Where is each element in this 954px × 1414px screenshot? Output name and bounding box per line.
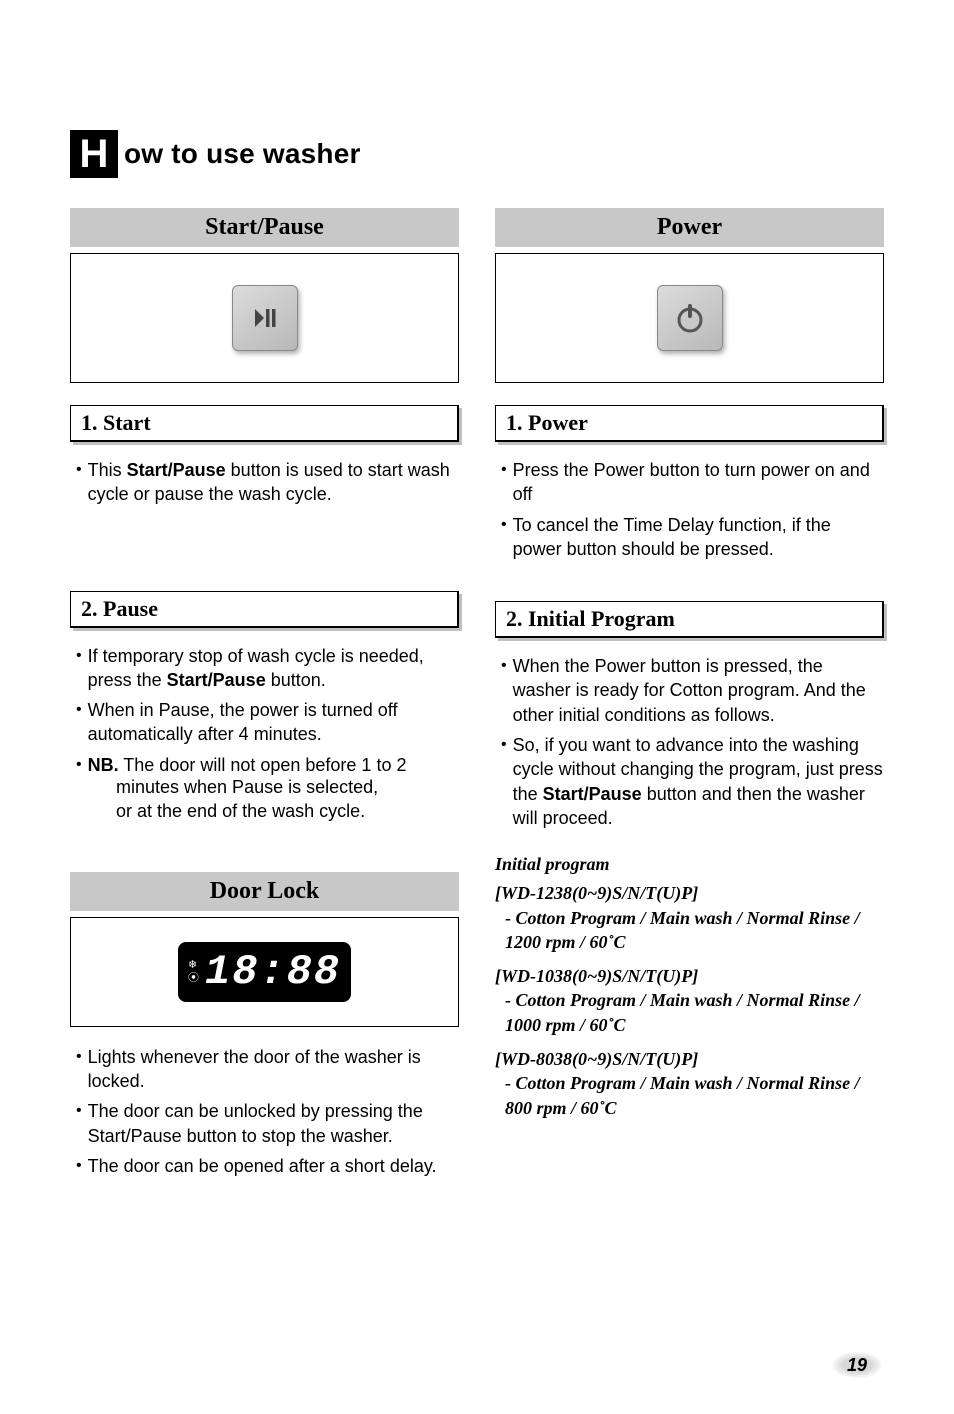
text: minutes when Pause is selected, (76, 775, 459, 799)
start-bullets: This Start/Pause button is used to start… (70, 458, 459, 507)
subheader-initial-program: 2. Initial Program (495, 601, 884, 638)
subheader-pause: 2. Pause (70, 591, 459, 628)
start-pause-button-box (70, 253, 459, 383)
list-item: To cancel the Time Delay function, if th… (501, 513, 884, 562)
section-header-door-lock: Door Lock (70, 872, 459, 911)
text: Press the Power button to turn power on … (513, 458, 884, 507)
text-bold: Start/Pause (543, 784, 642, 804)
lcd-display-box: ❄ ⦿ 18:88 (70, 917, 459, 1027)
door-lock-bullets: Lights whenever the door of the washer i… (70, 1045, 459, 1178)
power-bullets: Press the Power button to turn power on … (495, 458, 884, 561)
start-pause-button[interactable] (232, 285, 298, 351)
text: The door can be unlocked by pressing the… (88, 1099, 459, 1148)
power-icon (673, 301, 707, 335)
model-block: [WD-1238(0~9)S/N/T(U)P] - Cotton Program… (495, 881, 884, 954)
model-code: [WD-1238(0~9)S/N/T(U)P] (495, 881, 884, 905)
nb-continuation: minutes when Pause is selected, or at th… (70, 775, 459, 824)
lock-icon: ⦿ (188, 973, 199, 984)
model-block: [WD-1038(0~9)S/N/T(U)P] - Cotton Program… (495, 964, 884, 1037)
power-button[interactable] (657, 285, 723, 351)
list-item: When in Pause, the power is turned off a… (76, 698, 459, 747)
right-column: Power 1. Power Press the Power button to… (495, 208, 884, 1202)
model-code: [WD-1038(0~9)S/N/T(U)P] (495, 964, 884, 988)
section-header-start-pause: Start/Pause (70, 208, 459, 247)
list-item: Press the Power button to turn power on … (501, 458, 884, 507)
model-block: [WD-8038(0~9)S/N/T(U)P] - Cotton Program… (495, 1047, 884, 1120)
initial-program-bullets: When the Power button is pressed, the wa… (495, 654, 884, 830)
content-columns: Start/Pause 1. Start This Start/Pause bu… (70, 208, 884, 1202)
list-item: Lights whenever the door of the washer i… (76, 1045, 459, 1094)
page-number: 19 (832, 1352, 882, 1378)
model-desc: - Cotton Program / Main wash / Normal Ri… (495, 988, 884, 1037)
text: The door will not open before 1 to 2 (119, 755, 407, 775)
title-text: ow to use washer (124, 138, 361, 170)
pause-bullets: If temporary stop of wash cycle is neede… (70, 644, 459, 777)
initial-program-label: Initial program (495, 854, 884, 875)
title-dropcap: H (70, 130, 118, 178)
model-code: [WD-8038(0~9)S/N/T(U)P] (495, 1047, 884, 1071)
subheader-power: 1. Power (495, 405, 884, 442)
power-button-box (495, 253, 884, 383)
lcd-display: ❄ ⦿ 18:88 (178, 942, 351, 1002)
section-header-power: Power (495, 208, 884, 247)
play-pause-icon (252, 305, 278, 331)
text: Lights whenever the door of the washer i… (88, 1045, 459, 1094)
lcd-readout: 18:88 (205, 948, 341, 996)
list-item: If temporary stop of wash cycle is neede… (76, 644, 459, 693)
text: This (88, 460, 127, 480)
model-desc: - Cotton Program / Main wash / Normal Ri… (495, 1071, 884, 1120)
page-title-row: H ow to use washer (70, 130, 884, 178)
list-item: When the Power button is pressed, the wa… (501, 654, 884, 727)
text: To cancel the Time Delay function, if th… (513, 513, 884, 562)
list-item: The door can be unlocked by pressing the… (76, 1099, 459, 1148)
text: The door can be opened after a short del… (88, 1154, 437, 1178)
list-item: So, if you want to advance into the wash… (501, 733, 884, 830)
snowflake-icon: ❄ (188, 960, 199, 971)
text-bold: Start/Pause (167, 670, 266, 690)
list-item: NB. The door will not open before 1 to 2 (76, 753, 459, 777)
list-item: This Start/Pause button is used to start… (76, 458, 459, 507)
text: button. (266, 670, 326, 690)
lcd-icons-col: ❄ ⦿ (188, 960, 199, 984)
text: When in Pause, the power is turned off a… (88, 698, 459, 747)
model-desc: - Cotton Program / Main wash / Normal Ri… (495, 906, 884, 955)
list-item: The door can be opened after a short del… (76, 1154, 459, 1178)
text-bold: NB. (88, 755, 119, 775)
subheader-start: 1. Start (70, 405, 459, 442)
text: When the Power button is pressed, the wa… (513, 654, 884, 727)
text-bold: Start/Pause (127, 460, 226, 480)
text: or at the end of the wash cycle. (76, 799, 459, 823)
left-column: Start/Pause 1. Start This Start/Pause bu… (70, 208, 459, 1202)
